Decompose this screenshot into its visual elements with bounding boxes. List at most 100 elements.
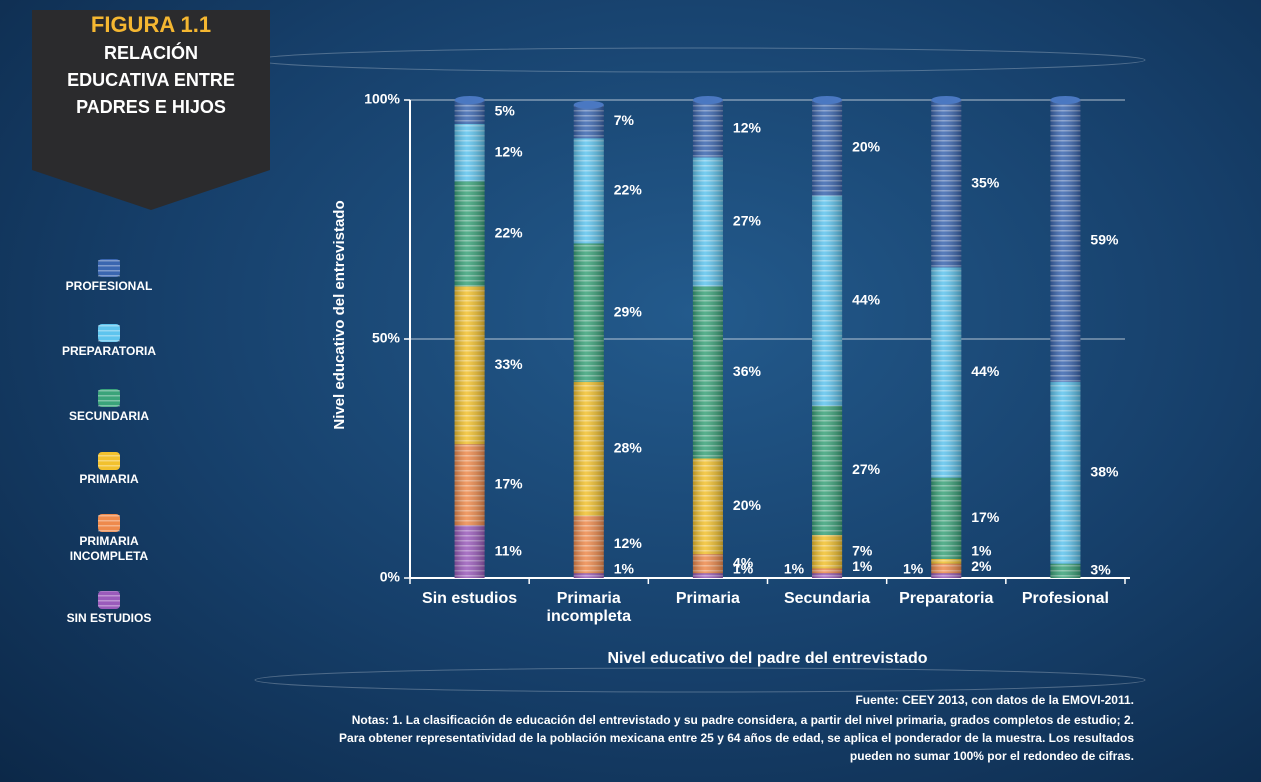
bar-shade (454, 286, 485, 445)
data-label: 4% (733, 554, 754, 570)
bar-shade (812, 534, 843, 569)
bar-cap (931, 96, 962, 104)
x-tick-label: Primaria incompleta (546, 590, 631, 625)
data-label: 28% (614, 440, 643, 456)
bar-cap (573, 100, 604, 109)
data-label: 33% (495, 356, 524, 372)
bar-cap (1050, 96, 1081, 104)
data-label: 36% (733, 363, 762, 379)
data-label: 27% (852, 461, 881, 477)
bar-shade (454, 181, 485, 287)
data-label: 7% (852, 542, 873, 558)
data-label: 22% (495, 225, 524, 241)
data-label: 44% (852, 291, 881, 307)
data-label: 1% (852, 558, 873, 574)
data-label: 3% (1090, 562, 1111, 578)
data-label: 1% (733, 561, 754, 577)
data-label: 44% (971, 363, 1000, 379)
legend-label: PRIMARIA (79, 472, 139, 486)
bar-shade (931, 477, 962, 559)
bar-shade (454, 100, 485, 124)
bar-shade (1050, 563, 1081, 578)
data-label: 20% (852, 139, 881, 155)
legend-stripes (98, 259, 120, 277)
bar-shade (1050, 100, 1081, 383)
data-label: 29% (614, 303, 643, 319)
bar-shade (692, 554, 723, 574)
y-tick-label: 100% (364, 91, 400, 107)
bar-cap (692, 96, 723, 104)
data-label: 35% (971, 174, 1000, 190)
bar-shade (573, 104, 604, 139)
bar-shade (931, 100, 962, 268)
y-tick-label: 0% (380, 569, 401, 585)
bar-shade (931, 267, 962, 478)
y-axis-title: Nivel educativo del entrevistado (331, 200, 348, 429)
data-label: 38% (1090, 464, 1119, 480)
data-label: 1% (784, 561, 805, 577)
data-label: 22% (614, 182, 643, 198)
x-tick-label: Sin estudios (422, 590, 518, 607)
figure-label: FIGURA 1.1 (90, 12, 212, 37)
bar-shade (812, 100, 843, 196)
bar-shade (812, 573, 843, 578)
legend-label: SECUNDARIA (68, 409, 149, 423)
x-tick-label: Preparatoria (899, 590, 994, 607)
bar-shade (454, 444, 485, 526)
legend-stripes (98, 389, 120, 407)
figure-badge (32, 10, 270, 210)
bar-shade (573, 573, 604, 578)
data-label: 11% (495, 542, 523, 558)
data-label: 12% (733, 119, 762, 135)
x-tick-label: Primaria (675, 590, 740, 607)
data-label: 17% (971, 509, 1000, 525)
data-label: 12% (495, 143, 524, 159)
y-tick-label: 50% (372, 330, 401, 346)
x-tick-label: Secundaria (783, 590, 871, 607)
data-label: 12% (614, 535, 643, 551)
legend-stripes (98, 324, 120, 342)
legend-label: PRIMARIA INCOMPLETA (69, 534, 149, 563)
data-label: 2% (971, 558, 992, 574)
legend-label: PREPARATORIA (61, 344, 156, 358)
bar-shade (812, 195, 843, 406)
data-label: 17% (495, 475, 524, 491)
data-label: 20% (733, 497, 762, 513)
legend-label: SIN ESTUDIOS (66, 611, 152, 625)
bar-shade (931, 558, 962, 564)
legend-label: PROFESIONAL (65, 279, 153, 293)
x-axis-title: Nivel educativo del padre del entrevista… (607, 650, 928, 667)
data-label: 1% (614, 561, 635, 577)
bar-shade (692, 157, 723, 287)
data-label: 7% (614, 112, 635, 128)
notes: Notas: 1. La clasificación de educación … (339, 713, 1134, 763)
bar-shade (1050, 382, 1081, 564)
bar-shade (812, 568, 843, 574)
bar-shade (692, 573, 723, 578)
bar-cap (454, 96, 485, 104)
bar-shade (573, 243, 604, 383)
data-label: 27% (733, 213, 762, 229)
data-label: 1% (971, 542, 992, 558)
bar-shade (573, 138, 604, 244)
bar-shade (454, 123, 485, 182)
chart-title: RELACIÓN EDUCATIVA ENTRE PADRES E HIJOS (67, 43, 235, 117)
bar-shade (573, 382, 604, 516)
bar-shade (573, 515, 604, 574)
x-tick-label: Profesional (1021, 590, 1109, 607)
legend-stripes (98, 514, 120, 532)
bar-shade (931, 573, 962, 578)
bar-shade (692, 100, 723, 158)
bar-shade (931, 563, 962, 574)
bar-cap (812, 96, 843, 104)
data-label: 5% (495, 103, 516, 119)
source: Fuente: CEEY 2013, con datos de la EMOVI… (855, 693, 1134, 707)
legend-stripes (98, 591, 120, 609)
bar-shade (454, 525, 485, 578)
legend-stripes (98, 452, 120, 470)
decor (254, 667, 1146, 693)
bar-shade (692, 286, 723, 459)
bar-shade (692, 458, 723, 555)
decor (254, 47, 1146, 73)
